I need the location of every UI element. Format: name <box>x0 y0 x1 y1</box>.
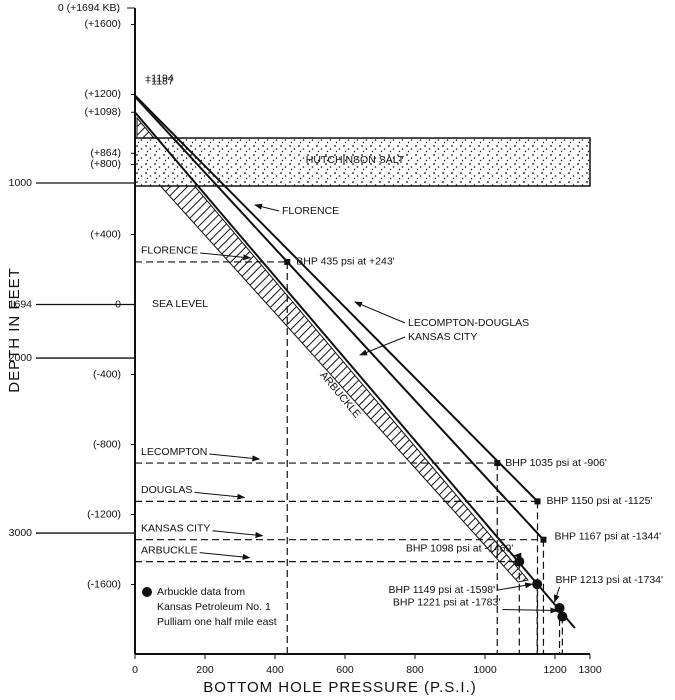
level-label: FLORENCE <box>141 245 198 257</box>
arbuckle-band <box>136 116 529 583</box>
point-arrow <box>502 607 559 614</box>
y-tick-label: (+800) <box>90 158 121 170</box>
annotation: KANSAS CITY <box>408 331 477 343</box>
level-arrow <box>200 252 252 261</box>
annotation-arrow <box>354 301 406 324</box>
x-tick-label: 200 <box>196 664 214 676</box>
annotation: LECOMPTON-DOUGLAS <box>408 317 529 329</box>
line-start-label: +1187 <box>145 76 174 88</box>
x-tick-label: 1200 <box>543 664 567 676</box>
x-tick-label: 1000 <box>473 664 497 676</box>
level-label: KANSAS CITY <box>141 522 210 534</box>
x-axis-title: BOTTOM HOLE PRESSURE (P.S.I.) <box>203 679 477 696</box>
data-point <box>540 536 547 543</box>
point-label: BHP 1150 psi at -1125' <box>547 495 653 507</box>
data-point <box>532 579 543 590</box>
line-start-label: +1194 <box>145 72 174 84</box>
y-tick-label: (-400) <box>93 368 121 380</box>
level-label: DOUGLAS <box>141 484 192 496</box>
annotation-arrow <box>359 336 406 356</box>
level-arrow <box>199 552 251 560</box>
data-point <box>514 556 525 567</box>
y-tick-label: (+1200) <box>85 88 121 100</box>
salt-label: HUTCHINSON SALT <box>306 154 405 166</box>
level-label: LECOMPTON <box>141 446 207 458</box>
data-point <box>534 498 541 505</box>
level-label: ARBUCKLE <box>141 544 198 556</box>
note: Kansas Petroleum No. 1 <box>157 601 271 613</box>
point-label: BHP 1149 psi at -1598' <box>388 584 495 596</box>
point-label: BHP 435 psi at +243' <box>296 256 394 268</box>
point-label: BHP 1167 psi at -1344' <box>554 530 661 542</box>
x-tick-label: 0 <box>132 664 138 676</box>
depth-label: 1000 <box>9 177 33 189</box>
data-point <box>557 611 568 622</box>
y-tick-label: (-1600) <box>87 578 121 590</box>
point-label: BHP 1213 psi at -1734' <box>556 574 663 586</box>
data-point <box>554 602 565 613</box>
annotation-arrow <box>254 203 280 212</box>
x-tick-label: 600 <box>336 664 354 676</box>
point-label: BHP 1098 psi at -1469' <box>406 542 513 554</box>
level-arrow <box>209 453 261 462</box>
note: Pulliam one half mile east <box>157 616 277 628</box>
depth-label: 0 (+1694 KB) <box>58 2 120 14</box>
x-tick-label: 400 <box>266 664 284 676</box>
depth-label: 3000 <box>9 527 33 539</box>
y-axis-title: DEPTH IN FEET <box>6 267 23 393</box>
gradient-line <box>134 94 539 503</box>
x-tick-label: 800 <box>406 664 424 676</box>
y-tick-label: (+400) <box>90 228 121 240</box>
annotation: FLORENCE <box>282 205 339 217</box>
level-arrow <box>212 530 264 539</box>
y-tick-label: (-800) <box>93 438 121 450</box>
point-label: BHP 1035 psi at -906' <box>505 457 607 469</box>
note: Arbuckle data from <box>157 586 245 598</box>
x-tick-label: 1300 <box>578 664 602 676</box>
depth-label: 2000 <box>9 352 33 364</box>
y-tick-label: (+864) <box>90 147 121 159</box>
y-tick-label: (+1600) <box>85 18 121 30</box>
y-tick-label: (-1200) <box>87 508 121 520</box>
note-marker <box>142 587 152 597</box>
y-tick-label: (+1098) <box>85 106 121 118</box>
gradient-line <box>134 96 545 541</box>
point-arrow <box>497 582 534 591</box>
annotation: SEA LEVEL <box>152 298 208 310</box>
data-point <box>494 460 501 467</box>
gradient-line <box>134 111 576 629</box>
point-arrow <box>553 586 561 603</box>
data-point <box>284 258 291 265</box>
depth-label: 1694 <box>9 298 33 310</box>
point-label: BHP 1221 psi at -1783' <box>393 596 500 608</box>
level-arrow <box>194 491 246 500</box>
